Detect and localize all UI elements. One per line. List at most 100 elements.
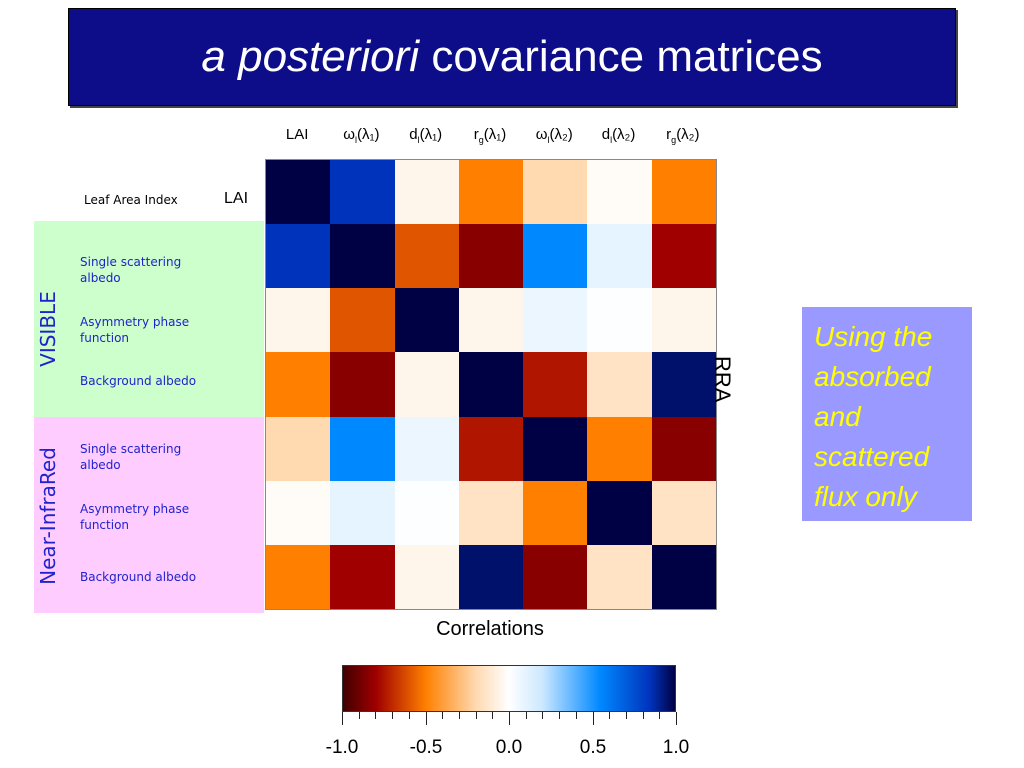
column-label: dl(λ₁) — [409, 126, 443, 145]
heatmap-cell — [330, 544, 396, 610]
colorbar-tick-label: 0.5 — [579, 737, 607, 758]
colorbar-tick — [375, 712, 376, 719]
heatmap-cell — [394, 160, 460, 225]
heatmap-cell — [330, 160, 396, 225]
visible-group-box — [34, 221, 264, 417]
heatmap-cell — [458, 544, 524, 610]
heatmap-cell — [587, 352, 653, 418]
nir-group-label: Near-InfraRed — [36, 447, 60, 585]
heatmap-cell — [651, 288, 717, 353]
heatmap-cell — [523, 544, 588, 610]
colorbar-tick — [676, 712, 677, 725]
heatmap-cell — [458, 416, 524, 482]
heatmap-cell — [266, 416, 331, 482]
column-label: rg(λ₂) — [666, 126, 700, 145]
colorbar-tick — [593, 712, 594, 725]
column-label: ωl(λ₂) — [535, 126, 573, 145]
column-label: LAI — [285, 126, 309, 143]
heatmap-cell — [266, 480, 331, 546]
heatmap-cell — [330, 288, 396, 353]
row-label-vis-asym: Asymmetry phase function — [80, 315, 190, 345]
column-label: rg(λ₁) — [473, 126, 507, 145]
heatmap-cell — [523, 288, 588, 353]
rra-axis-label: RRA — [710, 356, 735, 403]
colorbar-tick — [426, 712, 427, 725]
heatmap-cell — [330, 352, 396, 418]
heatmap-cell — [587, 224, 653, 289]
heatmap-cell — [330, 480, 396, 546]
heatmap-cell — [266, 224, 331, 289]
column-label: ωl(λ₁) — [343, 126, 380, 145]
heatmap-cell — [394, 480, 460, 546]
heatmap-cell — [523, 480, 588, 546]
heatmap-cell — [394, 352, 460, 418]
colorbar-tick — [626, 712, 627, 719]
heatmap-cell — [266, 352, 331, 418]
heatmap-cell — [266, 288, 331, 353]
page-title: a posteriori covariance matrices — [201, 32, 822, 82]
heatmap-cell — [523, 352, 588, 418]
colorbar-tick — [442, 712, 443, 719]
row-label-lai-long: Leaf Area Index — [84, 193, 178, 207]
colorbar-tick — [509, 712, 510, 725]
colorbar-tick-label: -0.5 — [409, 737, 443, 758]
correlation-heatmap — [265, 159, 717, 610]
heatmap-cell — [523, 160, 588, 225]
colorbar-tick — [643, 712, 644, 719]
nir-group-box — [34, 417, 264, 613]
colorbar-tick — [476, 712, 477, 719]
colorbar-tick — [659, 712, 660, 719]
colorbar-tick — [526, 712, 527, 719]
colorbar-tick — [409, 712, 410, 719]
visible-group-label: VISIBLE — [36, 291, 60, 367]
heatmap-cell — [394, 224, 460, 289]
colorbar-tick — [609, 712, 610, 719]
row-label-nir-asym: Asymmetry phase function — [80, 502, 190, 532]
colorbar-tick — [542, 712, 543, 719]
colorbar-tick — [492, 712, 493, 719]
colorbar-tick — [342, 712, 343, 725]
colorbar-tick-label: 0.0 — [495, 737, 523, 758]
row-label-nir-ssa: Single scattering albedo — [80, 442, 182, 472]
colorbar-tick-label: 1.0 — [662, 737, 690, 758]
row-label-lai: LAI — [224, 190, 249, 207]
heatmap-cell — [523, 416, 588, 482]
heatmap-cell — [651, 224, 717, 289]
heatmap-cell — [587, 480, 653, 546]
heatmap-cell — [587, 160, 653, 225]
heatmap-cell — [458, 352, 524, 418]
heatmap-cell — [394, 544, 460, 610]
heatmap-cell — [394, 288, 460, 353]
row-label-vis-bg: Background albedo — [80, 374, 197, 388]
heatmap-cell — [523, 224, 588, 289]
heatmap-cell — [651, 480, 717, 546]
title-bar: a posteriori covariance matrices — [68, 8, 956, 106]
colorbar-tick — [576, 712, 577, 719]
heatmap-cell — [330, 416, 396, 482]
heatmap-cell — [651, 160, 717, 225]
heatmap-cell — [458, 160, 524, 225]
heatmap-cell — [651, 352, 717, 418]
colorbar-tick — [559, 712, 560, 719]
heatmap-cell — [266, 160, 331, 225]
heatmap-cell — [458, 480, 524, 546]
colorbar-tick — [359, 712, 360, 719]
heatmap-cell — [587, 416, 653, 482]
heatmap-cell — [651, 544, 717, 610]
title-rest: covariance matrices — [419, 32, 823, 81]
heatmap-cell — [330, 224, 396, 289]
colorbar-tick — [392, 712, 393, 719]
colorbar-tick — [459, 712, 460, 719]
side-note-box: Using the absorbed and scattered flux on… — [802, 307, 972, 521]
colorbar — [342, 665, 676, 712]
column-label: dl(λ₂) — [601, 126, 636, 145]
heatmap-cell — [458, 288, 524, 353]
row-label-nir-bg: Background albedo — [80, 570, 197, 584]
colorbar-title: Correlations — [436, 618, 544, 640]
heatmap-cell — [651, 416, 717, 482]
heatmap-cell — [587, 544, 653, 610]
heatmap-cell — [394, 416, 460, 482]
row-label-vis-ssa: Single scattering albedo — [80, 255, 182, 285]
heatmap-cell — [587, 288, 653, 353]
colorbar-tick-label: -1.0 — [325, 737, 359, 758]
